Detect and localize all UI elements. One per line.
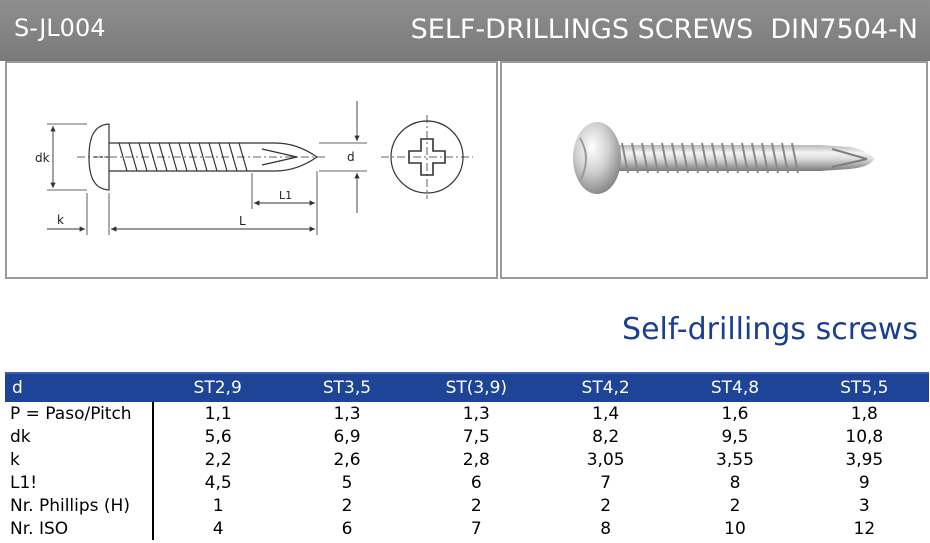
table-cell: 1,1 — [204, 403, 232, 424]
table-header-row: d ST2,9 ST3,5 ST(3,9) ST4,2 ST4,8 ST5,5 — [5, 372, 929, 402]
row-label: Nr. ISO — [5, 517, 154, 540]
table-cell: 4,5 — [204, 472, 232, 493]
row-label: Nr. Phillips (H) — [5, 494, 154, 517]
column-header: ST2,9 — [153, 372, 283, 402]
table-cell: 6,9 — [333, 426, 361, 447]
table-cell: 1 — [212, 495, 224, 516]
table-row: k 2,2 2,6 2,8 3,05 3,55 3,95 — [5, 448, 929, 471]
table-cell: 3,55 — [716, 449, 754, 470]
table-cell: 1,6 — [721, 403, 749, 424]
screw-photo-panel — [500, 61, 928, 279]
screw-photo — [573, 122, 874, 194]
table-row: dk 5,6 6,9 7,5 8,2 9,5 10,8 — [5, 425, 929, 448]
row-label: P = Paso/Pitch — [5, 402, 154, 425]
table-cell: 1,3 — [462, 403, 490, 424]
label-dk: dk — [35, 151, 50, 165]
table-cell: 1,3 — [333, 403, 361, 424]
table-cell: 1,4 — [592, 403, 620, 424]
column-header: d — [5, 372, 153, 402]
row-label: dk — [5, 425, 154, 448]
technical-drawing: dk d k L L1 — [35, 101, 473, 235]
column-header: ST5,5 — [799, 372, 929, 402]
table-cell: 10,8 — [845, 426, 884, 447]
label-d: d — [347, 150, 355, 164]
table-cell: 10 — [724, 518, 746, 539]
table-cell: 2 — [470, 495, 482, 516]
table-cell: 5 — [341, 472, 353, 493]
label-L: L — [239, 214, 246, 228]
table-cell: 3,95 — [845, 449, 884, 470]
table-row: Nr. ISO 4 6 7 8 10 12 — [5, 517, 929, 540]
label-L1: L1 — [279, 189, 292, 202]
table-cell: 5,6 — [204, 426, 232, 447]
table-cell: 8 — [600, 518, 612, 539]
table-cell: 12 — [853, 518, 876, 539]
table-cell: 7,5 — [462, 426, 490, 447]
label-k: k — [57, 213, 64, 227]
table-cell: 8 — [729, 472, 741, 493]
technical-drawing-panel: dk d k L L1 — [5, 61, 498, 279]
table-cell: 2 — [729, 495, 741, 516]
row-label: k — [5, 448, 154, 471]
product-code: S-JL004 — [14, 14, 106, 42]
table-cell: 2,2 — [204, 449, 232, 470]
table-row: Nr. Phillips (H) 1 2 2 2 2 3 — [5, 494, 929, 517]
column-header: ST4,8 — [670, 372, 800, 402]
table-cell: 9 — [858, 472, 870, 493]
table-cell: 2,8 — [462, 449, 490, 470]
column-header: ST(3,9) — [411, 372, 541, 402]
table-cell: 3,05 — [586, 449, 625, 470]
table-row: L1! 4,5 5 6 7 8 9 — [5, 471, 929, 494]
table-cell: 2,6 — [333, 449, 361, 470]
table-cell: 9,5 — [721, 426, 749, 447]
table-cell: 7 — [470, 518, 482, 539]
section-title: Self-drillings screws — [622, 312, 918, 347]
table-cell: 6 — [470, 472, 482, 493]
row-label: L1! — [5, 471, 154, 494]
table-row: P = Paso/Pitch 1,1 1,3 1,3 1,4 1,6 1,8 — [5, 402, 929, 425]
table-cell: 7 — [600, 472, 612, 493]
table-cell: 6 — [341, 518, 353, 539]
table-cell: 3 — [858, 495, 870, 516]
table-cell: 4 — [212, 518, 224, 539]
column-header: ST4,2 — [540, 372, 671, 402]
table-cell: 1,8 — [850, 403, 878, 424]
page-title: SELF-DRILLINGS SCREWS DIN7504-N — [410, 14, 918, 45]
table-cell: 2 — [600, 495, 612, 516]
spec-table: d ST2,9 ST3,5 ST(3,9) ST4,2 ST4,8 ST5,5 … — [5, 372, 929, 540]
header-bar: S-JL004 SELF-DRILLINGS SCREWS DIN7504-N — [0, 0, 930, 61]
column-header: ST3,5 — [282, 372, 412, 402]
table-cell: 2 — [341, 495, 353, 516]
table-cell: 8,2 — [592, 426, 620, 447]
